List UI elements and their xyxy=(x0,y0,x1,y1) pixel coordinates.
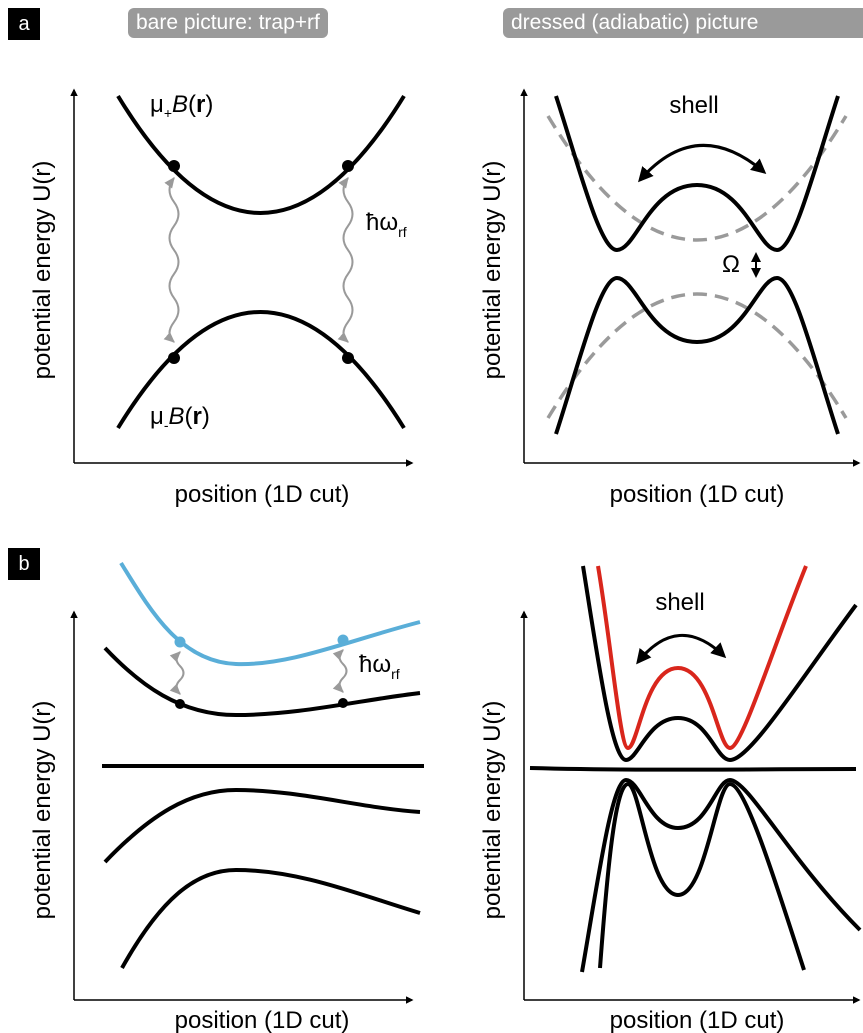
wavy-arrow xyxy=(169,651,185,695)
resonance-dot xyxy=(338,698,348,708)
upper-state-label: μ+B(r) xyxy=(150,91,213,121)
upper-dressed-curve xyxy=(554,95,840,253)
lower-curve xyxy=(103,787,421,864)
wavy-arrow xyxy=(332,649,348,693)
upper-curve xyxy=(116,94,406,215)
x-axis-label: position (1D cut) xyxy=(175,1007,350,1033)
lower-dressed-curve xyxy=(580,777,862,973)
panel-b-dressed: shell potential energy U(r) position (1D… xyxy=(479,565,862,1033)
upper-dressed-curve-red xyxy=(596,565,808,751)
shell-label: shell xyxy=(655,589,704,616)
resonance-dot xyxy=(175,699,185,709)
lower-curve xyxy=(120,867,421,969)
resonance-dot xyxy=(342,352,354,364)
shell-label: shell xyxy=(669,92,718,119)
header-dressed-picture: dressed (adiabatic) picture xyxy=(503,8,863,38)
resonance-dot xyxy=(342,160,354,172)
y-axis-label: potential energy U(r) xyxy=(479,161,506,380)
panel-label-a: a xyxy=(8,8,40,40)
y-axis-label: potential energy U(r) xyxy=(29,161,56,380)
x-axis-label: position (1D cut) xyxy=(610,481,785,508)
panel-a-bare: μ+B(r) μ-B(r) ħωrf potential energy U(r)… xyxy=(29,88,414,508)
upper-dressed-curve xyxy=(581,565,858,763)
panel-label-b: b xyxy=(8,548,40,580)
y-axis-label: potential energy U(r) xyxy=(479,701,506,920)
shell-arrow xyxy=(636,633,727,665)
resonance-dot xyxy=(168,352,180,364)
coupling-label: Ω xyxy=(722,251,740,278)
panel-b-bare: ħωrf potential energy U(r) position (1D … xyxy=(29,561,424,1033)
resonance-dot xyxy=(174,636,186,648)
middle-dressed-line xyxy=(529,766,857,772)
x-axis-label: position (1D cut) xyxy=(175,481,350,508)
header-bare-picture: bare picture: trap+rf xyxy=(128,8,328,38)
photon-energy-label: ħωrf xyxy=(359,651,400,682)
shell-arrow xyxy=(638,143,767,183)
resonance-dot xyxy=(337,634,349,646)
wavy-arrow xyxy=(337,177,354,343)
panel-a-dressed: shell Ω potential energy U(r) position (… xyxy=(479,88,861,508)
x-axis-label: position (1D cut) xyxy=(610,1007,785,1033)
lower-state-label: μ-B(r) xyxy=(150,403,210,433)
bare-curve-dashed xyxy=(546,115,848,242)
lower-curve xyxy=(116,310,406,430)
y-axis-label: potential energy U(r) xyxy=(29,701,56,920)
lower-dressed-curve xyxy=(554,275,840,435)
bare-curve-dashed xyxy=(546,292,848,419)
upper-curve xyxy=(103,646,421,718)
photon-energy-label: ħωrf xyxy=(366,209,407,240)
wavy-arrow xyxy=(163,177,180,343)
upper-curve-blue xyxy=(119,561,421,667)
resonance-dot xyxy=(168,160,180,172)
lower-dressed-curve xyxy=(598,781,806,971)
